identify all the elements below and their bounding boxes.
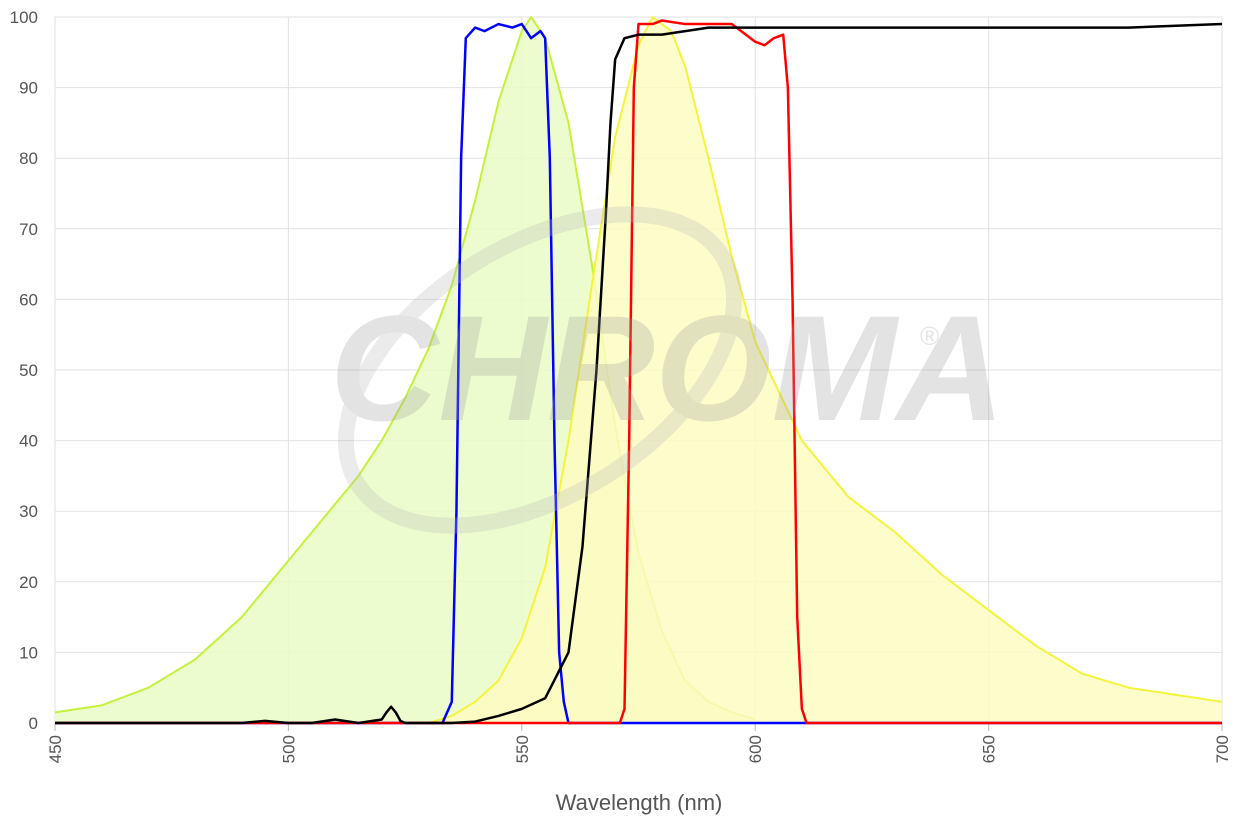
y-tick-label: 50 (19, 361, 38, 380)
series-3-line (55, 19, 1222, 725)
x-tick-label: 600 (746, 735, 765, 763)
series-1-line (428, 16, 1223, 724)
tick-labels: 0 10 20 30 40 50 60 70 80 90 100 450 500 550 600 650 700 (10, 8, 1232, 763)
series-layer (54, 16, 1223, 725)
y-tick-label: 40 (19, 432, 38, 451)
y-tick-label: 20 (19, 573, 38, 592)
y-tick-label: 30 (19, 502, 38, 521)
x-axis-title: Wavelength (nm) (556, 790, 723, 815)
chroma-watermark: CHROMA ® (330, 206, 1005, 534)
y-tick-label: 100 (10, 8, 38, 27)
y-tick-label: 90 (19, 79, 38, 98)
watermark-registered: ® (920, 321, 939, 351)
y-tick-label: 10 (19, 643, 38, 662)
x-tick-label: 500 (279, 735, 298, 763)
y-tick-label: 60 (19, 290, 38, 309)
watermark-swoosh (338, 206, 742, 534)
x-tick-label: 700 (1213, 735, 1232, 763)
y-tick-label: 80 (19, 149, 38, 168)
series-2-line (55, 22, 1222, 725)
y-tick-label: 0 (29, 714, 38, 733)
x-tick-label: 450 (46, 735, 65, 763)
watermark-text: CHROMA (330, 284, 1005, 452)
series-4-line (55, 22, 1223, 725)
x-tick-label: 550 (513, 735, 532, 763)
y-tick-label: 70 (19, 220, 38, 239)
x-tick-label: 650 (980, 735, 999, 763)
